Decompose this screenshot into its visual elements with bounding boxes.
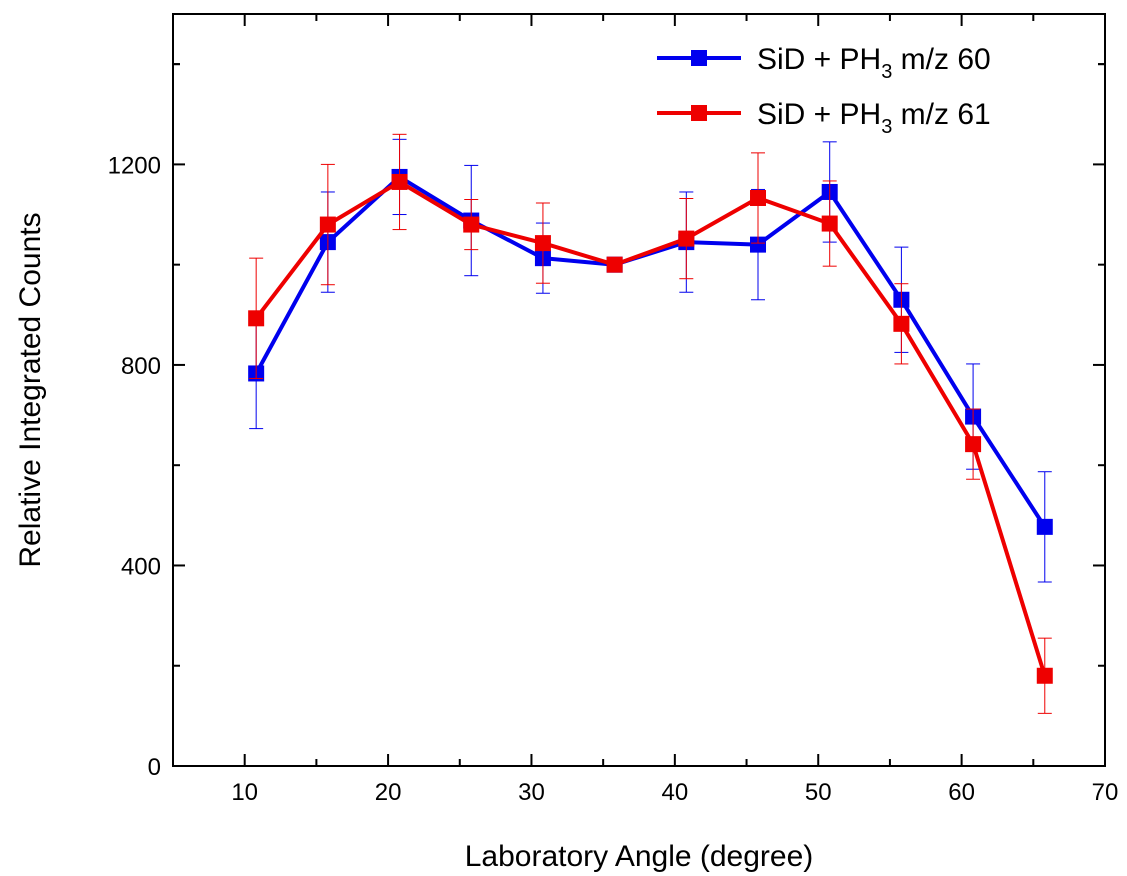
series-line [254,179,1047,677]
data-point [893,315,910,332]
x-tick-label: 20 [375,779,402,806]
data-point [534,235,551,252]
data-point [750,189,767,206]
y-axis-title: Relative Integrated Counts [14,212,47,567]
x-tick-label: 50 [805,779,832,806]
tick-labels: 10 20 30 40 50 60 70 0 400 800 1200 [108,152,1119,806]
series-1 [248,138,1053,583]
data-point [248,310,265,327]
legend: SiD + PH3 m/z 60 SiD + PH3 m/z 61 [657,43,991,138]
x-axis-title: Laboratory Angle (degree) [465,840,814,873]
legend-label: SiD + PH3 m/z 60 [757,43,991,83]
legend-marker [691,50,707,66]
x-tick-label: 10 [231,779,258,806]
series-layer [248,133,1053,714]
data-point [821,215,838,232]
series-2 [248,133,1053,714]
data-point [965,436,982,453]
x-tick-label: 30 [518,779,545,806]
data-point [1036,667,1053,684]
y-tick-label: 1200 [108,152,161,179]
data-point [678,230,695,247]
y-tick-label: 800 [121,353,161,380]
axis-ticks [172,14,1106,767]
x-tick-label: 70 [1092,779,1119,806]
plot-frame [172,13,1106,767]
y-tick-label: 0 [148,754,161,781]
x-tick-label: 60 [948,779,975,806]
x-tick-label: 40 [661,779,688,806]
data-point [463,216,480,233]
legend-marker [691,105,707,121]
y-tick-label: 400 [121,553,161,580]
legend-label: SiD + PH3 m/z 61 [757,98,991,138]
data-point [319,216,336,233]
data-point [391,173,408,190]
data-point [750,236,767,253]
series-line [254,174,1047,528]
data-point [1036,518,1053,535]
data-point [606,256,623,273]
